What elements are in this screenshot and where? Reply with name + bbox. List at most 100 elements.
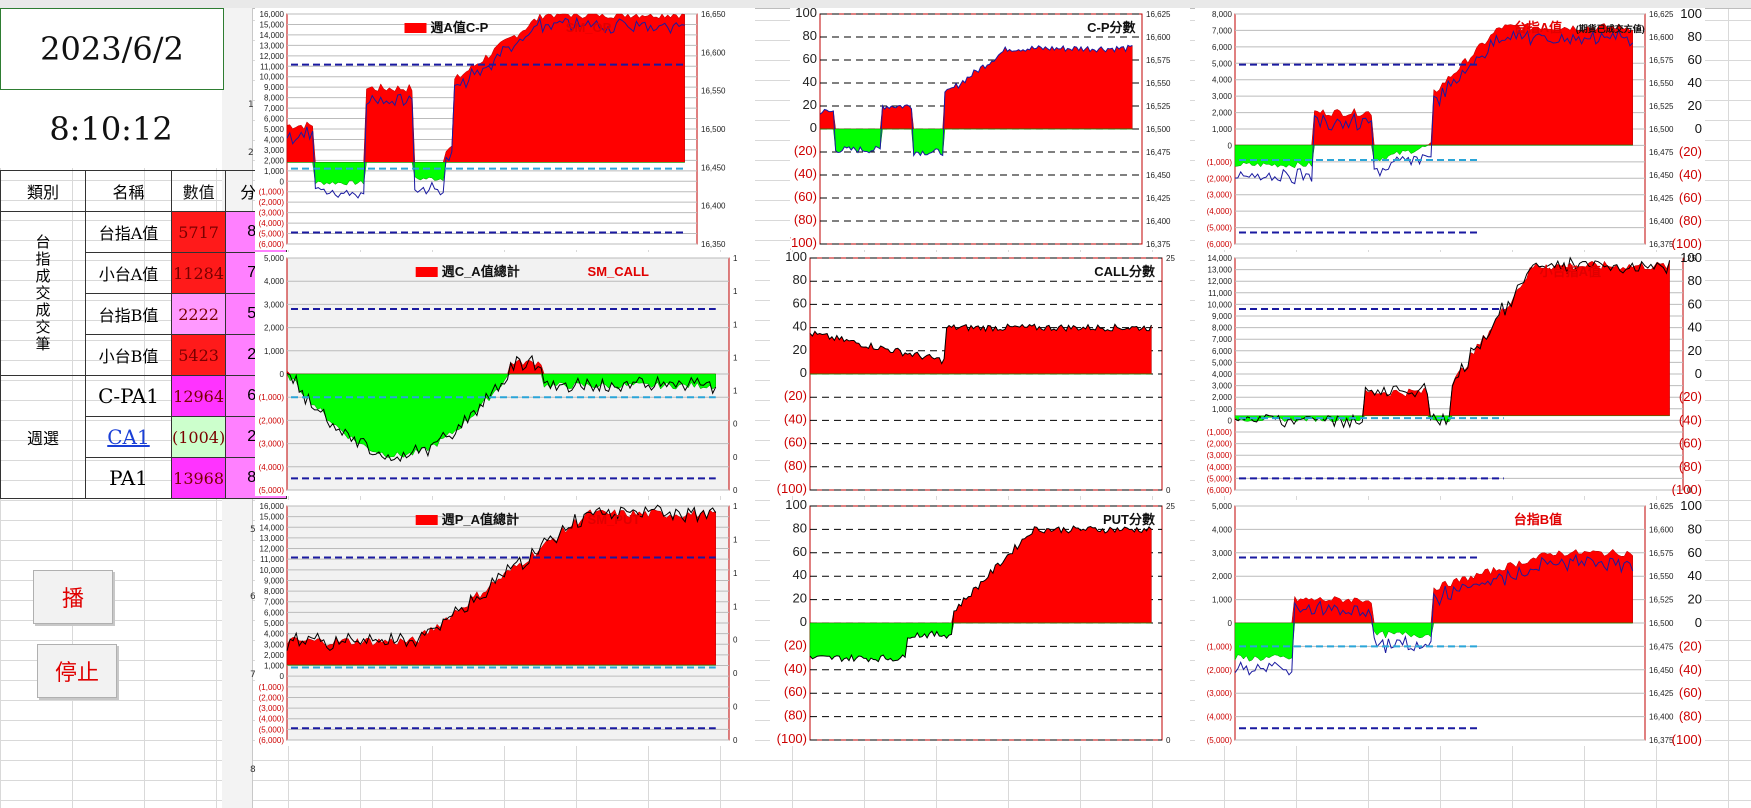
row-number[interactable]: 2 <box>248 148 254 158</box>
score-tick-label: (20) <box>1679 144 1702 159</box>
y2-tick-label: 16,550 <box>1649 79 1674 88</box>
y2-tick-label: 1 <box>733 602 738 611</box>
y2-tick-label: 16,500 <box>701 125 726 134</box>
y-tick-label: (5,000) <box>259 725 285 734</box>
row-name[interactable]: PA1 <box>85 457 172 499</box>
row-name-link[interactable]: CA1 <box>85 416 172 458</box>
chart-title: CALL分數 <box>1094 264 1155 279</box>
y2-tick-label: 1 <box>733 535 738 544</box>
category-cell: 週選 <box>0 375 86 499</box>
score-tick-label: 40 <box>1688 320 1702 335</box>
y2-tick-label: 0 <box>1687 486 1692 495</box>
y-tick-label: 11,000 <box>260 62 284 71</box>
y2-tick-label: 16,500 <box>1649 619 1674 628</box>
row-number[interactable]: 7 <box>250 670 256 680</box>
row-value[interactable]: 13968 <box>170 457 227 499</box>
row-value[interactable]: 5423 <box>170 334 227 376</box>
y-tick-label: (5,000) <box>1207 474 1233 483</box>
y-tick-label: 13,000 <box>260 534 285 543</box>
y-tick-label: 2,000 <box>1212 109 1233 118</box>
row-name[interactable]: C-PA1 <box>85 375 172 417</box>
y-tick-label: 10,000 <box>260 73 285 82</box>
row-name[interactable]: 台指B值 <box>85 293 172 335</box>
row-name[interactable]: 小台A值 <box>85 252 172 294</box>
y-tick-label: 4,000 <box>1212 525 1233 534</box>
row-value[interactable]: (1004) <box>170 416 227 458</box>
y-tick-label: 7,000 <box>1212 335 1233 344</box>
chart-title: 台指B值 <box>1514 512 1562 527</box>
header-value: 數值 <box>170 170 227 212</box>
y-tick-label: 1,000 <box>264 167 285 176</box>
y-tick-label: 0 <box>810 120 817 135</box>
score-tick-label: 80 <box>1688 273 1702 288</box>
chart-put-score[interactable]: 100 80 60 40 20 0 (20) (40) (60) (80) (100) 25 0 PUT分… <box>770 500 1190 746</box>
overlay-line <box>286 16 685 199</box>
y-tick-label: 11,000 <box>1208 289 1232 298</box>
date-cell[interactable]: 2023/6/2 <box>0 8 224 90</box>
y2-tick-label: 16,450 <box>701 163 726 172</box>
y-tick-label: 1,000 <box>1212 405 1233 414</box>
row-number[interactable]: 8 <box>250 765 256 775</box>
y-tick-label: 5,000 <box>1212 59 1233 68</box>
row-name[interactable]: 台指A值 <box>85 211 172 253</box>
score-tick-label: 100 <box>1680 252 1702 265</box>
y-tick-label: 2,000 <box>264 156 285 165</box>
y-tick-label: 7,000 <box>1212 26 1233 35</box>
chart-weekly-put[interactable]: 16,00015,00014,00013,00012,00011,00010,0… <box>255 500 755 746</box>
y-tick-label: 20 <box>793 342 807 357</box>
chart-call-score[interactable]: 100 80 60 40 20 0 (20) (40) (60) (80) (100) 25 0 CALL… <box>770 252 1190 496</box>
y-tick-label: (40) <box>784 411 807 426</box>
y2-tick-label: 25 <box>1687 254 1696 263</box>
row-value[interactable]: 12964 <box>170 375 227 417</box>
row-number[interactable]: 6 <box>250 592 256 602</box>
row-number[interactable]: 5 <box>250 525 256 535</box>
y2-tick-label: 16,375 <box>1649 240 1674 249</box>
y2-tick-label: 16,375 <box>1146 240 1171 249</box>
score-table: 類別 名稱 數值 分數 台指成交成交筆 台指A值 5717 80 小台A值 11… <box>0 170 288 499</box>
row-value[interactable]: 5717 <box>170 211 227 253</box>
row-value[interactable]: 2222 <box>170 293 227 335</box>
y-tick-label: (6,000) <box>259 240 285 249</box>
legend-swatch <box>415 515 438 525</box>
y-tick-label: 3,000 <box>264 300 285 309</box>
y-tick-label: 6,000 <box>1212 43 1233 52</box>
y2-tick-label: 0 <box>733 669 738 678</box>
chart-taiex-a[interactable]: 8,000 7,000 6,000 5,000 4,000 3,000 2,000 1,000… <box>1195 8 1705 250</box>
chart-taiex-b[interactable]: 5,000 4,000 3,000 2,000 1,000 0 (1,000) (2,000)… <box>1195 500 1705 746</box>
y-tick-label: 40 <box>793 567 807 582</box>
y-tick-label: 5,000 <box>264 125 285 134</box>
overlay-line <box>286 504 717 652</box>
y-tick-label: (2,000) <box>259 693 285 702</box>
y-tick-label: (20) <box>784 637 807 652</box>
row-value[interactable]: 11284 <box>170 252 227 294</box>
y2-tick-label: 1 <box>733 320 738 329</box>
y-tick-label: 11,000 <box>260 555 284 564</box>
chart-title: 小台指A值 <box>1540 264 1601 279</box>
y-tick-label: (2,000) <box>1207 440 1233 449</box>
chart-badge: SM_OP <box>566 20 612 35</box>
y-tick-label: 2,000 <box>1212 572 1233 581</box>
chart-weekly-call[interactable]: 5,000 4,000 3,000 2,000 1,000 0 (1,000) (2,000)… <box>255 252 755 496</box>
chart-badge: SM_PUT <box>588 512 641 527</box>
time-cell[interactable]: 8:10:12 <box>0 90 222 168</box>
y2-tick-label: 16,425 <box>1146 194 1171 203</box>
y2-tick-label: 0 <box>1166 486 1171 495</box>
y2-tick-label: 16,375 <box>1649 736 1674 745</box>
play-button[interactable]: 播 <box>33 570 113 624</box>
chart-cp-score[interactable]: 100 80 60 40 20 0 (20) (40) (60) (80) (100) 16,625 1… <box>790 8 1190 250</box>
row-number[interactable]: 1 <box>248 100 254 110</box>
chart-title: 台指A值 <box>1514 20 1562 35</box>
score-tick-label: (80) <box>1679 709 1702 724</box>
row-name[interactable]: 小台B值 <box>85 334 172 376</box>
y2-tick-label: 16,475 <box>1146 148 1171 157</box>
y2-tick-label: 16,550 <box>1146 79 1171 88</box>
chart-mini-a[interactable]: 14,000 13,000 12,000 11,000 10,000 9,000 8,000… <box>1195 252 1705 496</box>
y-tick-label: (2,000) <box>1207 666 1233 675</box>
stop-button[interactable]: 停止 <box>37 644 117 698</box>
score-tick-label: 20 <box>1688 343 1702 358</box>
score-tick-label: 80 <box>1688 521 1702 536</box>
y-tick-label: (5,000) <box>1207 224 1233 233</box>
y2-tick-label: 16,625 <box>1649 10 1674 19</box>
negative-area <box>286 373 716 458</box>
